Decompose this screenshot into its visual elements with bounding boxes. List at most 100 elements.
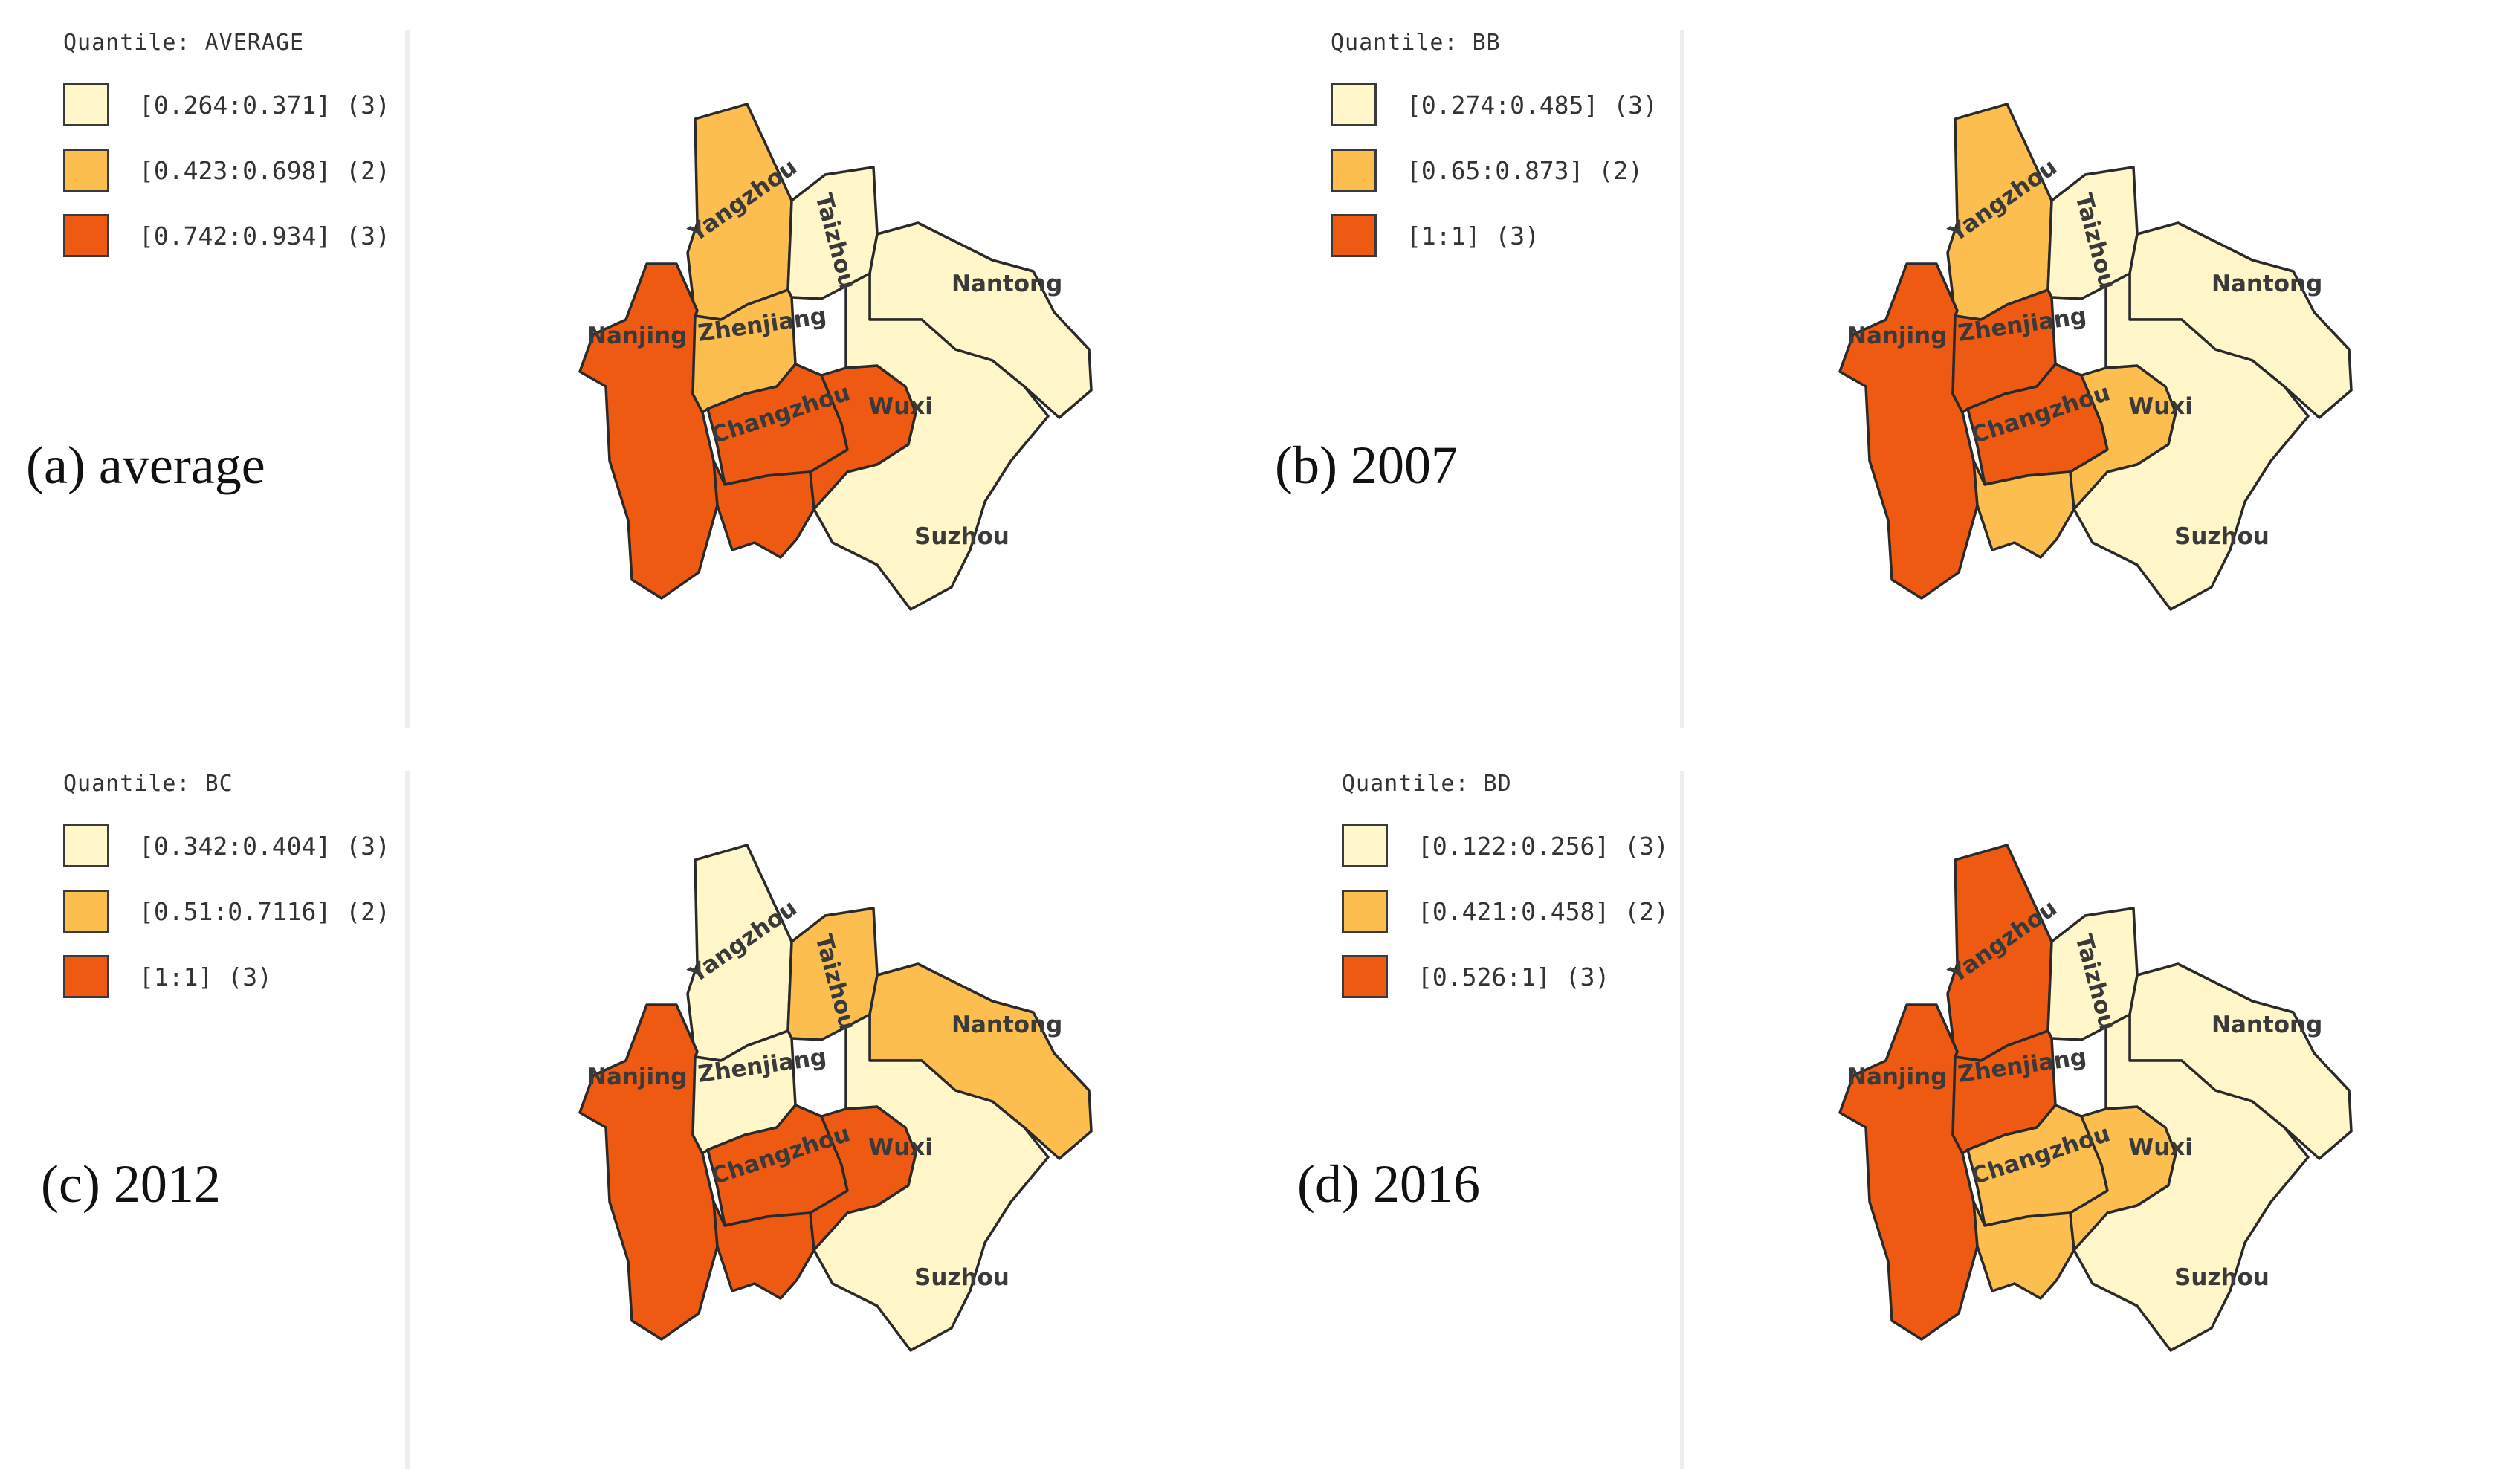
legend-range: [0.423:0.698] xyxy=(139,155,332,185)
choropleth-map: Yangzhou Taizhou Nantong Nanjing Zhenjia… xyxy=(578,844,1093,1352)
label-nantong: Nantong xyxy=(2212,1012,2322,1038)
divider xyxy=(405,30,410,728)
legend-range: [0.51:0.7116] xyxy=(139,896,332,926)
region-nanjing xyxy=(578,1003,719,1341)
legend-item: [1:1] (3) xyxy=(1331,213,1658,258)
label-nanjing: Nanjing xyxy=(587,1064,687,1090)
legend-swatch xyxy=(1331,149,1377,192)
legend-range: [0.65:0.873] xyxy=(1406,155,1584,185)
legend-count: (2) xyxy=(346,896,390,926)
legend-title: Quantile: AVERAGE xyxy=(63,30,305,56)
legend-item: [0.274:0.485] (3) xyxy=(1331,82,1658,127)
region-nanjing xyxy=(1838,1003,1979,1341)
legend-swatch xyxy=(63,149,109,192)
legend-count: (3) xyxy=(1613,90,1658,120)
legend-swatch xyxy=(1342,824,1388,867)
panel-2007: Quantile: BB [0.274:0.485] (3) [0.65:0.8… xyxy=(1260,0,2520,741)
label-nantong: Nantong xyxy=(2212,271,2322,297)
region-liyang xyxy=(1972,1200,2075,1300)
panel-label: (c) 2012 xyxy=(41,1154,221,1214)
legend-range: [0.122:0.256] xyxy=(1418,831,1610,861)
divider xyxy=(405,771,410,1469)
legend-item: [0.742:0.934] (3) xyxy=(63,213,390,258)
label-nanjing: Nanjing xyxy=(587,323,687,349)
label-wuxi: Wuxi xyxy=(868,393,933,420)
legend-item: [0.122:0.256] (3) xyxy=(1342,823,1669,868)
legend-item: [0.526:1] (3) xyxy=(1342,954,1669,999)
panel-2012: Quantile: BC [0.342:0.404] (3) [0.51:0.7… xyxy=(0,741,1260,1482)
legend-range: [0.342:0.404] xyxy=(139,831,332,861)
legend-range: [0.274:0.485] xyxy=(1406,90,1599,120)
legend-swatch xyxy=(63,955,109,998)
legend-item: [0.51:0.7116] (2) xyxy=(63,889,390,933)
legend-range: [1:1] xyxy=(139,962,213,991)
legend: Quantile: BB [0.274:0.485] (3) [0.65:0.8… xyxy=(1331,30,1658,279)
legend-count: (2) xyxy=(1624,896,1669,926)
legend-title: Quantile: BC xyxy=(63,771,233,797)
legend-swatch xyxy=(1331,83,1377,126)
region-suzhou xyxy=(812,1013,1050,1352)
label-wuxi: Wuxi xyxy=(2128,1134,2193,1161)
region-liyang xyxy=(712,459,815,559)
legend: Quantile: AVERAGE [0.264:0.371] (3) [0.4… xyxy=(63,30,390,279)
legend-count: (3) xyxy=(346,221,390,250)
label-suzhou: Suzhou xyxy=(2174,1264,2269,1291)
legend-swatch xyxy=(1342,955,1388,998)
region-liyang xyxy=(712,1200,815,1300)
legend-swatch xyxy=(63,824,109,867)
label-wuxi: Wuxi xyxy=(868,1134,933,1161)
legend-item: [0.65:0.873] (2) xyxy=(1331,148,1658,192)
legend-count: (2) xyxy=(346,155,390,185)
legend-swatch xyxy=(1331,214,1377,257)
legend-swatch xyxy=(63,83,109,126)
legend-count: (3) xyxy=(346,90,390,120)
legend-item: [0.264:0.371] (3) xyxy=(63,82,390,127)
region-suzhou xyxy=(2072,1013,2310,1352)
choropleth-map: Yangzhou Taizhou Nantong Nanjing Zhenjia… xyxy=(1838,103,2353,611)
region-suzhou xyxy=(812,272,1050,611)
legend-range: [0.526:1] xyxy=(1418,962,1551,991)
legend-count: (3) xyxy=(1624,831,1669,861)
label-nanjing: Nanjing xyxy=(1847,1064,1947,1090)
region-nanjing xyxy=(578,262,719,600)
panel-label: (d) 2016 xyxy=(1297,1154,1480,1214)
legend-count: (3) xyxy=(227,962,272,991)
label-nanjing: Nanjing xyxy=(1847,323,1947,349)
legend: Quantile: BC [0.342:0.404] (3) [0.51:0.7… xyxy=(63,771,390,1020)
legend-item: [0.421:0.458] (2) xyxy=(1342,889,1669,933)
region-suzhou xyxy=(2072,272,2310,611)
choropleth-map: Yangzhou Taizhou Nantong Nanjing Zhenjia… xyxy=(1838,844,2353,1352)
legend-range: [0.421:0.458] xyxy=(1418,896,1610,926)
divider xyxy=(1680,771,1684,1469)
legend-title: Quantile: BB xyxy=(1331,30,1501,56)
label-nantong: Nantong xyxy=(952,1012,1062,1038)
legend-range: [0.742:0.934] xyxy=(139,221,332,250)
legend-count: (3) xyxy=(1565,962,1610,991)
legend-range: [0.264:0.371] xyxy=(139,90,332,120)
panel-average: Quantile: AVERAGE [0.264:0.371] (3) [0.4… xyxy=(0,0,1260,741)
region-nanjing xyxy=(1838,262,1979,600)
divider xyxy=(1680,30,1684,728)
panel-2016: Quantile: BD [0.122:0.256] (3) [0.421:0.… xyxy=(1260,741,2520,1482)
region-liyang xyxy=(1972,459,2075,559)
legend-item: [1:1] (3) xyxy=(63,954,390,999)
label-suzhou: Suzhou xyxy=(2174,523,2269,550)
legend: Quantile: BD [0.122:0.256] (3) [0.421:0.… xyxy=(1342,771,1669,1020)
label-wuxi: Wuxi xyxy=(2128,393,2193,420)
legend-item: [0.423:0.698] (2) xyxy=(63,148,390,192)
legend-count: (3) xyxy=(1495,221,1540,250)
legend-title: Quantile: BD xyxy=(1342,771,1512,797)
legend-count: (2) xyxy=(1598,155,1644,185)
legend-item: [0.342:0.404] (3) xyxy=(63,823,390,868)
panel-label: (a) average xyxy=(26,436,265,495)
choropleth-map: Yangzhou Taizhou Nantong Nanjing Zhenjia… xyxy=(578,103,1093,611)
label-nantong: Nantong xyxy=(952,271,1062,297)
label-suzhou: Suzhou xyxy=(914,1264,1009,1291)
label-suzhou: Suzhou xyxy=(914,523,1009,550)
panel-label: (b) 2007 xyxy=(1275,436,1458,495)
legend-swatch xyxy=(63,214,109,257)
legend-range: [1:1] xyxy=(1406,221,1481,250)
legend-count: (3) xyxy=(346,831,390,861)
legend-swatch xyxy=(63,890,109,933)
legend-swatch xyxy=(1342,890,1388,933)
